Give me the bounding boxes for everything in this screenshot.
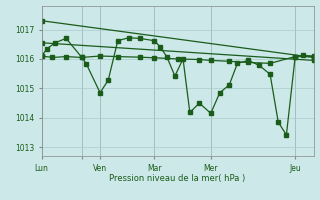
X-axis label: Pression niveau de la mer( hPa ): Pression niveau de la mer( hPa ) [109, 174, 246, 183]
